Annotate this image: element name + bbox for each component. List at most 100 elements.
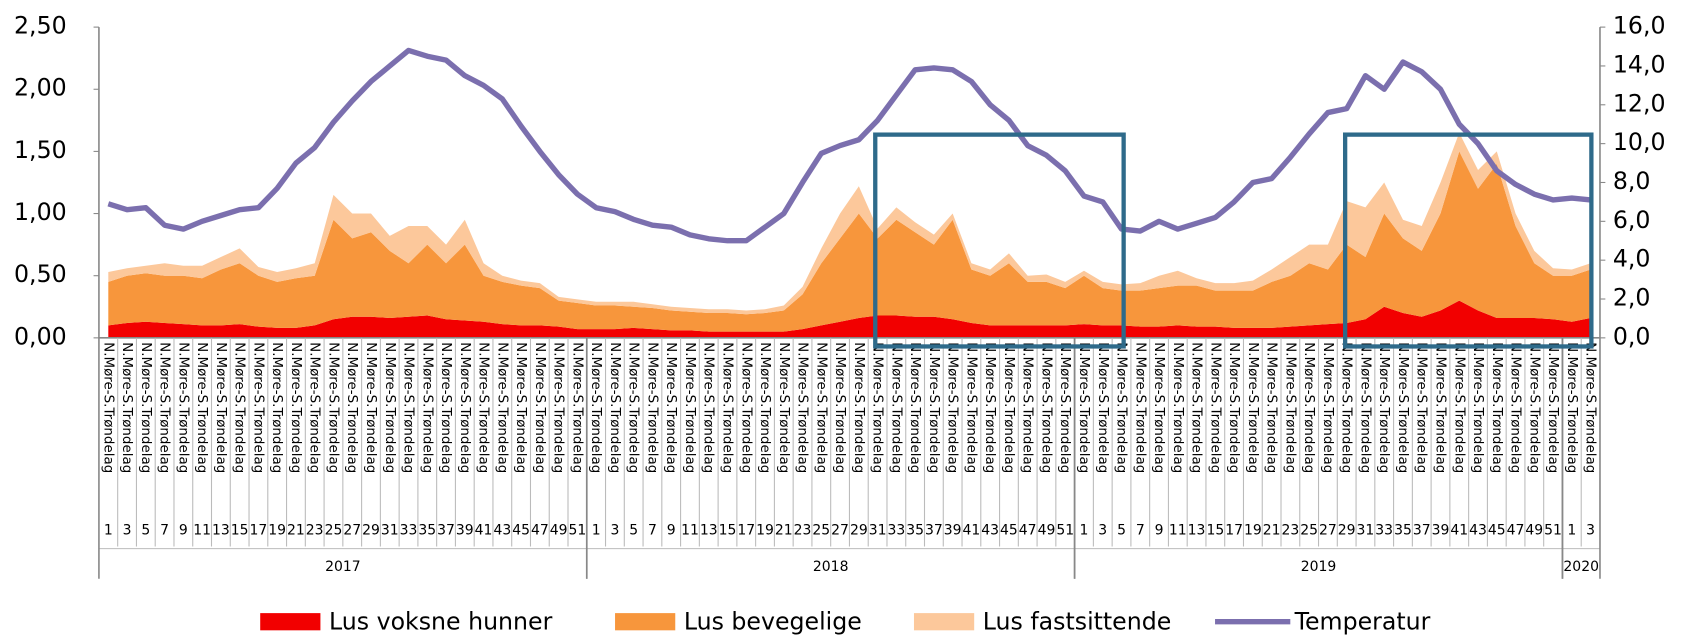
y-tick-label: 0,00 [14,322,67,350]
x-tick-label: 47 [1019,522,1037,538]
region-label: N.Møre-S.Trøndelag [401,342,416,473]
year-label: 2020 [1563,559,1599,575]
x-tick-label: 1 [1567,522,1576,538]
region-label: N.Møre-S.Trøndelag [250,342,265,473]
x-tick-label: 37 [925,522,943,538]
y-tick-label: 1,50 [14,136,67,164]
region-label: N.Møre-S.Trøndelag [138,342,153,473]
region-label: N.Møre-S.Trøndelag [682,342,697,473]
region-label: N.Møre-S.Trøndelag [569,342,584,473]
legend-swatch [615,613,676,631]
region-label: N.Møre-S.Trøndelag [1583,342,1598,473]
x-tick-label: 17 [1225,522,1243,538]
x-tick-label: 35 [418,522,436,538]
y2-tick-label: 0,0 [1613,322,1651,350]
region-label: N.Møre-S.Trøndelag [1357,342,1372,473]
x-tick-label: 19 [1244,522,1262,538]
region-label: N.Møre-S.Trøndelag [419,342,434,473]
x-tick-label: 41 [475,522,493,538]
region-label: N.Møre-S.Trøndelag [1470,342,1485,473]
x-tick-label: 27 [343,522,361,538]
region-label: N.Møre-S.Trøndelag [832,342,847,473]
x-tick-label: 19 [756,522,774,538]
year-label: 2019 [1301,559,1337,575]
x-tick-label: 37 [437,522,455,538]
region-label: N.Møre-S.Trøndelag [1076,342,1091,473]
region-label: N.Møre-S.Trøndelag [757,342,772,473]
x-tick-label: 47 [531,522,549,538]
region-label: N.Møre-S.Trøndelag [1301,342,1316,473]
region-label: N.Møre-S.Trøndelag [607,342,622,473]
y2-tick-label: 8,0 [1613,167,1651,195]
y2-tick-label: 14,0 [1613,50,1666,78]
year-label: 2017 [325,559,361,575]
x-tick-label: 37 [1413,522,1431,538]
region-label: N.Møre-S.Trøndelag [1170,342,1185,473]
x-tick-label: 19 [268,522,286,538]
x-tick-label: 51 [1544,522,1562,538]
region-label: N.Møre-S.Trøndelag [457,342,472,473]
region-label: N.Møre-S.Trøndelag [288,342,303,473]
legend-label: Lus voksne hunner [329,607,553,635]
x-tick-label: 3 [1098,522,1107,538]
x-tick-label: 29 [850,522,868,538]
year-label: 2018 [813,559,849,575]
x-tick-label: 17 [737,522,755,538]
x-tick-label: 13 [1188,522,1206,538]
region-label: N.Møre-S.Trøndelag [344,342,359,473]
region-label: N.Møre-S.Trøndelag [232,342,247,473]
region-label: N.Møre-S.Trøndelag [213,342,228,473]
region-label: N.Møre-S.Trøndelag [1282,342,1297,473]
stacked-area [108,132,1591,315]
x-tick-label: 29 [1338,522,1356,538]
region-label: N.Møre-S.Trøndelag [100,342,115,473]
x-tick-label: 11 [1169,522,1187,538]
y-tick-label: 1,00 [14,198,67,226]
region-label: N.Møre-S.Trøndelag [532,342,547,473]
stacked-area [108,151,1591,332]
x-tick-label: 15 [1206,522,1224,538]
region-label: N.Møre-S.Trøndelag [1264,342,1279,473]
x-tick-label: 17 [250,522,268,538]
x-tick-label: 31 [869,522,887,538]
x-tick-label: 45 [1488,522,1506,538]
x-tick-label: 45 [512,522,530,538]
x-tick-label: 3 [123,522,132,538]
x-tick-label: 7 [160,522,169,538]
region-label: N.Møre-S.Trøndelag [513,342,528,473]
region-label: N.Møre-S.Trøndelag [888,342,903,473]
x-tick-label: 31 [381,522,399,538]
x-tick-label: 9 [667,522,676,538]
x-tick-label: 23 [1281,522,1299,538]
y2-tick-label: 2,0 [1613,284,1651,312]
legend-label: Temperatur [1294,607,1431,635]
x-tick-label: 7 [648,522,657,538]
y2-tick-label: 6,0 [1613,206,1651,234]
region-label: N.Møre-S.Trøndelag [1395,342,1410,473]
region-label: N.Møre-S.Trøndelag [1545,342,1560,473]
x-tick-label: 21 [775,522,793,538]
region-label: N.Møre-S.Trøndelag [1339,342,1354,473]
legend-swatch [913,613,975,631]
region-label: N.Møre-S.Trøndelag [701,342,716,473]
stacked-area [108,300,1591,338]
x-tick-label: 33 [1375,522,1393,538]
region-label: N.Møre-S.Trøndelag [945,342,960,473]
x-tick-label: 1 [104,522,113,538]
x-tick-label: 41 [963,522,981,538]
x-tick-label: 15 [231,522,249,538]
x-tick-label: 1 [592,522,601,538]
x-tick-label: 49 [1525,522,1543,538]
region-label: N.Møre-S.Trøndelag [1508,342,1523,473]
region-label: N.Møre-S.Trøndelag [1376,342,1391,473]
highlight-box [1342,132,1594,349]
region-label: N.Møre-S.Trøndelag [494,342,509,473]
region-label: N.Møre-S.Trøndelag [1451,342,1466,473]
region-label: N.Møre-S.Trøndelag [851,342,866,473]
y-tick-label: 0,50 [14,260,67,288]
x-tick-label: 5 [141,522,150,538]
x-tick-label: 25 [1300,522,1318,538]
x-tick-label: 39 [944,522,962,538]
region-label: N.Møre-S.Trøndelag [119,342,134,473]
region-label: N.Møre-S.Trøndelag [194,342,209,473]
